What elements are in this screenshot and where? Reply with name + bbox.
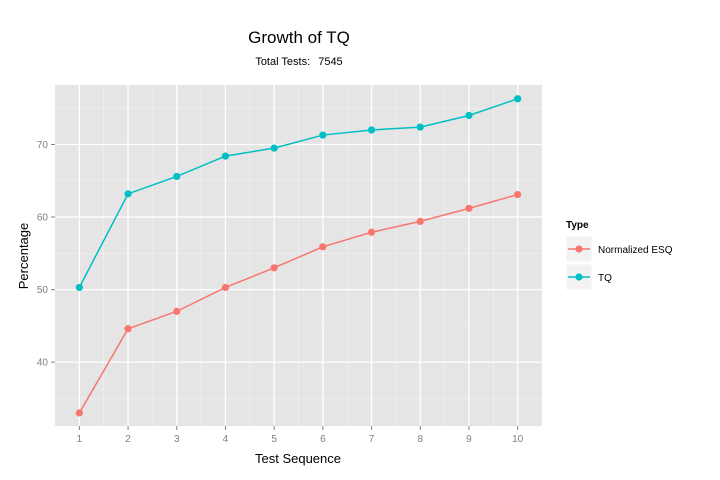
legend-label-normalized-esq: Normalized ESQ: [598, 245, 673, 256]
x-tick-label: 9: [466, 434, 472, 445]
legend: Type Normalized ESQ TQ: [565, 220, 673, 291]
y-axis: 40 50 60 70: [37, 140, 55, 369]
legend-title: Type: [566, 220, 589, 231]
x-axis-title: Test Sequence: [255, 451, 341, 466]
x-tick-label: 6: [320, 434, 326, 445]
x-tick-label: 1: [77, 434, 83, 445]
series-layer: [75, 95, 522, 417]
data-point-tq: [416, 123, 424, 131]
legend-key-point-tq: [575, 273, 583, 281]
x-tick-label: 4: [223, 434, 229, 445]
data-point-normalized-esq: [75, 409, 83, 417]
series-line-tq: [78, 98, 518, 288]
legend-key-point-normalized-esq: [575, 245, 583, 253]
data-point-normalized-esq: [514, 190, 522, 199]
data-point-normalized-esq: [416, 217, 424, 225]
grid-lines: [55, 85, 542, 426]
y-tick-label: 40: [37, 358, 49, 369]
data-point-normalized-esq: [270, 264, 278, 272]
y-tick-label: 70: [37, 140, 49, 151]
data-point-tq: [514, 95, 522, 103]
data-point-normalized-esq: [465, 204, 473, 212]
data-point-tq: [75, 283, 83, 292]
series-tq: [75, 95, 522, 292]
data-point-tq: [124, 190, 132, 198]
data-point-tq: [173, 172, 181, 181]
chart-subtitle: Total Tests: 7545: [255, 56, 342, 68]
data-point-normalized-esq: [319, 243, 327, 251]
data-point-tq: [221, 152, 230, 160]
series-line-normalized-esq: [78, 193, 518, 414]
data-point-tq: [319, 131, 327, 139]
x-tick-label: 8: [417, 434, 423, 445]
y-tick-label: 50: [37, 285, 49, 296]
x-tick-label: 3: [174, 434, 180, 445]
data-point-normalized-esq: [221, 283, 230, 292]
x-axis: 1 2 3 4 5 6 7 8 9 10: [77, 426, 524, 445]
data-point-normalized-esq: [173, 307, 181, 315]
data-point-normalized-esq: [124, 325, 132, 333]
series-normalized-esq: [75, 190, 522, 417]
x-tick-label: 10: [512, 434, 524, 445]
y-axis-title: Percentage: [16, 223, 31, 290]
y-tick-label: 60: [37, 213, 49, 224]
data-point-tq: [465, 111, 473, 120]
chart-title: Growth of TQ: [248, 28, 350, 47]
data-point-tq: [270, 144, 278, 152]
data-point-tq: [367, 126, 376, 134]
data-point-normalized-esq: [367, 228, 376, 236]
subtitle-value: 7545: [318, 56, 342, 68]
subtitle-label: Total Tests:: [255, 56, 310, 68]
x-tick-label: 2: [125, 434, 131, 445]
x-tick-label: 7: [369, 434, 375, 445]
legend-label-tq: TQ: [598, 273, 612, 284]
x-tick-label: 5: [271, 434, 277, 445]
